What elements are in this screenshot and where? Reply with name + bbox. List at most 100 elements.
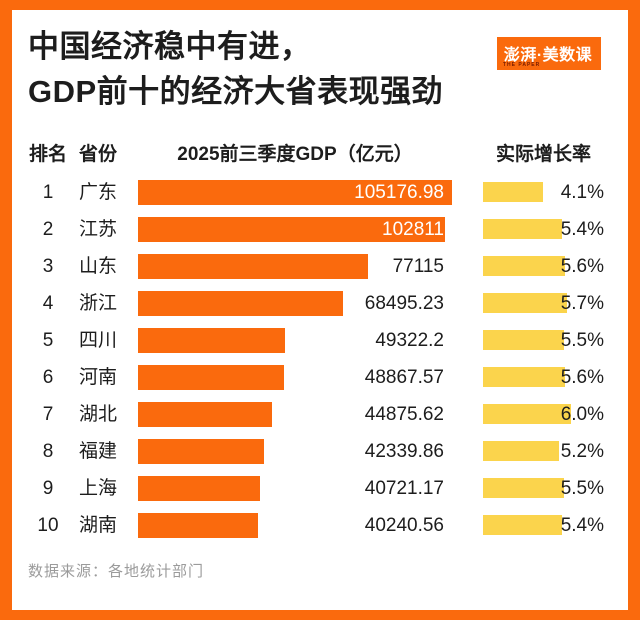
growth-cell: 5.4% [483, 211, 604, 248]
province-cell: 湖北 [79, 404, 118, 425]
gdp-value: 68495.23 [364, 293, 444, 314]
table-body: 1 广东 105176.98 4.1% 2 江苏 102811 5.4% [12, 10, 628, 610]
province-cell: 河南 [79, 367, 118, 388]
table-row: 7 湖北 44875.62 6.0% [12, 396, 628, 433]
province-cell: 江苏 [79, 219, 118, 240]
growth-bar [483, 404, 571, 424]
province-cell: 湖南 [79, 515, 118, 536]
column-header-province: 省份 [79, 144, 118, 165]
growth-bar [483, 515, 563, 535]
growth-cell: 6.0% [483, 396, 604, 433]
logo-wordmark: 澎湃·美数课 [503, 47, 593, 64]
gdp-cell: 49322.2 [138, 322, 452, 359]
gdp-value: 40240.56 [364, 515, 444, 536]
growth-value: 5.4% [560, 219, 604, 240]
growth-cell: 5.7% [483, 285, 604, 322]
growth-bar [483, 182, 544, 202]
gdp-bar [138, 180, 452, 205]
gdp-bar [138, 476, 260, 501]
growth-bar [483, 441, 560, 461]
column-header-growth: 实际增长率 [495, 144, 591, 165]
gdp-cell: 102811 [138, 211, 452, 248]
rank-cell: 2 [42, 219, 54, 240]
gdp-value: 105176.98 [354, 182, 444, 203]
province-cell: 山东 [79, 256, 118, 277]
rank-cell: 6 [42, 367, 54, 388]
growth-cell: 5.5% [483, 470, 604, 507]
rank-cell: 10 [37, 515, 59, 536]
gdp-cell: 48867.57 [138, 359, 452, 396]
growth-value: 4.1% [560, 182, 604, 203]
gdp-cell: 68495.23 [138, 285, 452, 322]
growth-cell: 5.2% [483, 433, 604, 470]
table-row: 1 广东 105176.98 4.1% [12, 174, 628, 211]
growth-bar [483, 330, 564, 350]
rank-cell: 3 [42, 256, 54, 277]
growth-cell: 5.6% [483, 248, 604, 285]
gdp-bar [138, 328, 286, 353]
gdp-cell: 42339.86 [138, 433, 452, 470]
growth-value: 5.5% [560, 478, 604, 499]
growth-cell: 4.1% [483, 174, 604, 211]
table-row: 6 河南 48867.57 5.6% [12, 359, 628, 396]
growth-value: 5.6% [560, 256, 604, 277]
gdp-bar [138, 254, 369, 279]
table-row: 4 浙江 68495.23 5.7% [12, 285, 628, 322]
gdp-value: 102811 [382, 219, 444, 240]
gdp-cell: 44875.62 [138, 396, 452, 433]
gdp-bar [138, 402, 272, 427]
gdp-value: 48867.57 [364, 367, 444, 388]
gdp-bar [138, 439, 265, 464]
gdp-value: 42339.86 [364, 441, 444, 462]
growth-value: 6.0% [560, 404, 604, 425]
gdp-value: 49322.2 [375, 330, 444, 351]
growth-bar [483, 256, 566, 276]
gdp-bar [138, 291, 343, 316]
growth-value: 5.5% [560, 330, 604, 351]
table-row: 5 四川 49322.2 5.5% [12, 322, 628, 359]
table-row: 2 江苏 102811 5.4% [12, 211, 628, 248]
rank-cell: 1 [42, 182, 54, 203]
page-title: 中国经济稳中有进， GDP前十的经济大省表现强劲 [28, 24, 443, 114]
rank-cell: 9 [42, 478, 54, 499]
gdp-cell: 105176.98 [138, 174, 452, 211]
table-row: 9 上海 40721.17 5.5% [12, 470, 628, 507]
gdp-bar [138, 217, 445, 242]
gdp-value: 44875.62 [364, 404, 444, 425]
gdp-cell: 40240.56 [138, 507, 452, 544]
gdp-bar [138, 365, 284, 390]
table-row: 8 福建 42339.86 5.2% [12, 433, 628, 470]
column-header-gdp: 2025前三季度GDP（亿元） [177, 144, 413, 165]
growth-cell: 5.4% [483, 507, 604, 544]
growth-value: 5.4% [560, 515, 604, 536]
table-row: 10 湖南 40240.56 5.4% [12, 507, 628, 544]
province-cell: 四川 [79, 330, 118, 351]
growth-bar [483, 219, 563, 239]
table-row: 3 山东 77115 5.6% [12, 248, 628, 285]
gdp-value: 40721.17 [364, 478, 444, 499]
province-cell: 广东 [79, 182, 118, 203]
province-cell: 上海 [79, 478, 118, 499]
gdp-cell: 40721.17 [138, 470, 452, 507]
growth-bar [483, 367, 566, 387]
province-cell: 浙江 [79, 293, 118, 314]
gdp-cell: 77115 [138, 248, 452, 285]
title-line-2: GDP前十的经济大省表现强劲 [28, 74, 444, 109]
rank-cell: 7 [42, 404, 54, 425]
logo-subtext: THE PAPER [503, 62, 541, 68]
rank-cell: 8 [42, 441, 54, 462]
growth-value: 5.2% [560, 441, 604, 462]
column-header-rank: 排名 [28, 144, 67, 165]
rank-cell: 4 [42, 293, 54, 314]
gdp-bar [138, 513, 259, 538]
rank-cell: 5 [42, 330, 54, 351]
gdp-value: 77115 [392, 256, 444, 277]
growth-bar [483, 293, 567, 313]
growth-value: 5.7% [560, 293, 604, 314]
thepaper-logo: 澎湃·美数课 THE PAPER [497, 37, 601, 70]
data-source-note: 数据来源：各地统计部门 [28, 563, 205, 580]
title-line-1: 中国经济稳中有进， [28, 29, 312, 64]
growth-value: 5.6% [560, 367, 604, 388]
growth-cell: 5.5% [483, 322, 604, 359]
